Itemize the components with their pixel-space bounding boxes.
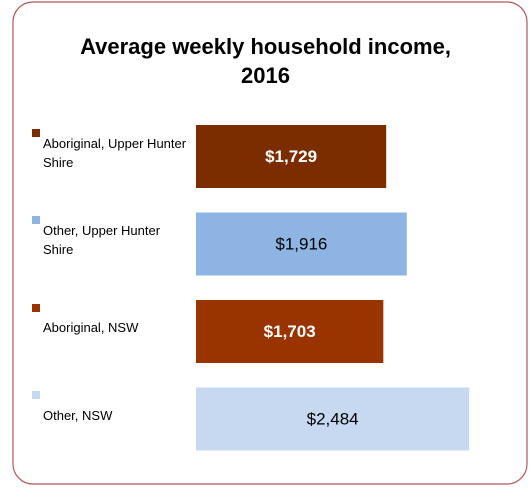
value-label: $2,484 (307, 409, 359, 428)
category-label: Other, NSW (32, 385, 192, 445)
legend-swatch (32, 128, 40, 137)
bar (196, 387, 470, 451)
category-text: Other, NSW (43, 407, 113, 423)
category-label: Aboriginal, NSW (32, 298, 192, 358)
bar (196, 125, 387, 188)
value-label: $1,916 (275, 234, 327, 253)
value-label: $1,703 (264, 322, 316, 341)
legend-swatch (32, 391, 40, 399)
category-text: Aboriginal, NSW (43, 320, 139, 335)
category-label: Aboriginal, Upper Hunter Shire (32, 123, 192, 183)
category-text: Aboriginal, Upper Hunter Shire (43, 135, 187, 170)
legend-swatch (32, 216, 40, 224)
bar (196, 300, 384, 363)
category-label: Other, Upper Hunter Shire (32, 210, 192, 270)
bar (196, 212, 407, 276)
value-label: $1,729 (265, 147, 317, 166)
legend-swatch (32, 303, 40, 312)
category-text: Other, Upper Hunter Shire (43, 223, 161, 257)
chart-title: Average weekly household income, 2016 (80, 34, 451, 88)
